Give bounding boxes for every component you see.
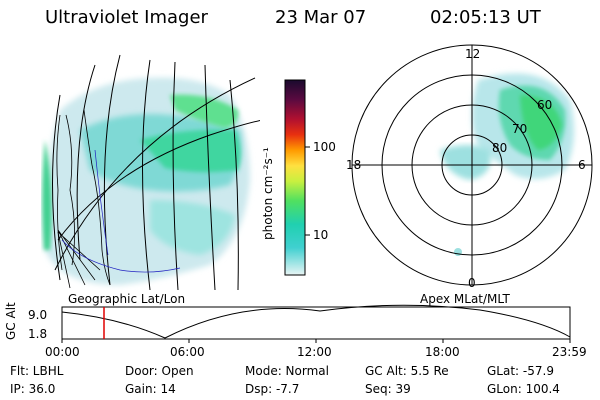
map-gridlines xyxy=(52,54,260,290)
left-map-title: Geographic Lat/Lon xyxy=(68,292,186,306)
polar-map xyxy=(351,44,593,286)
aurora-emission-polar xyxy=(440,73,574,256)
colorbar xyxy=(284,79,310,276)
instrument-title: Ultraviolet Imager xyxy=(45,7,208,28)
colorbar-tick-100: 100 xyxy=(313,140,336,154)
observation-date: 23 Mar 07 xyxy=(275,7,367,28)
mlt-label-0: 0 xyxy=(468,276,476,290)
info-dsp: Dsp: -7.7 xyxy=(245,382,300,396)
timeline-xtick-0600: 06:00 xyxy=(170,345,205,359)
info-door: Door: Open xyxy=(125,364,194,378)
mlt-label-18: 18 xyxy=(346,158,362,172)
timeline-plot xyxy=(61,304,571,343)
colorbar-unit-label: photon cm⁻²s⁻¹ xyxy=(261,147,275,240)
coastline xyxy=(56,109,111,289)
mlt-label-12: 12 xyxy=(465,47,481,61)
altitude-curve xyxy=(61,304,571,339)
mlat-label-80: 80 xyxy=(492,141,508,155)
info-gain: Gain: 14 xyxy=(125,382,176,396)
info-mode: Mode: Normal xyxy=(245,364,329,378)
geographic-map xyxy=(42,54,260,290)
colorbar-fill xyxy=(285,80,305,275)
timeline-xtick-0000: 00:00 xyxy=(45,345,80,359)
info-gc-alt: GC Alt: 5.5 Re xyxy=(365,364,449,378)
info-seq: Seq: 39 xyxy=(365,382,411,396)
mlat-label-60: 60 xyxy=(537,98,553,112)
info-glat: GLat: -57.9 xyxy=(487,364,554,378)
polar-map-title: Apex MLat/MLT xyxy=(420,292,510,306)
blue-contours xyxy=(61,149,181,273)
timeline-xtick-2359: 23:59 xyxy=(552,345,587,359)
mlat-label-70: 70 xyxy=(512,122,528,136)
timeline-ytick-1-8: 1.8 xyxy=(28,327,48,341)
timeline-ytick-9: 9.0 xyxy=(28,308,48,322)
mlt-label-6: 6 xyxy=(578,158,586,172)
info-ip: IP: 36.0 xyxy=(10,382,56,396)
polar-grid xyxy=(351,44,593,286)
timeline-xtick-1200: 12:00 xyxy=(297,345,332,359)
timeline-xtick-1800: 18:00 xyxy=(425,345,460,359)
colorbar-tick-10: 10 xyxy=(313,228,329,242)
aurora-emission-left xyxy=(42,77,250,285)
observation-time: 02:05:13 UT xyxy=(430,7,541,28)
timeline-ylabel: GC Alt xyxy=(4,302,18,340)
info-filter: Flt: LBHL xyxy=(10,364,64,378)
info-glon: GLon: 100.4 xyxy=(487,382,560,396)
